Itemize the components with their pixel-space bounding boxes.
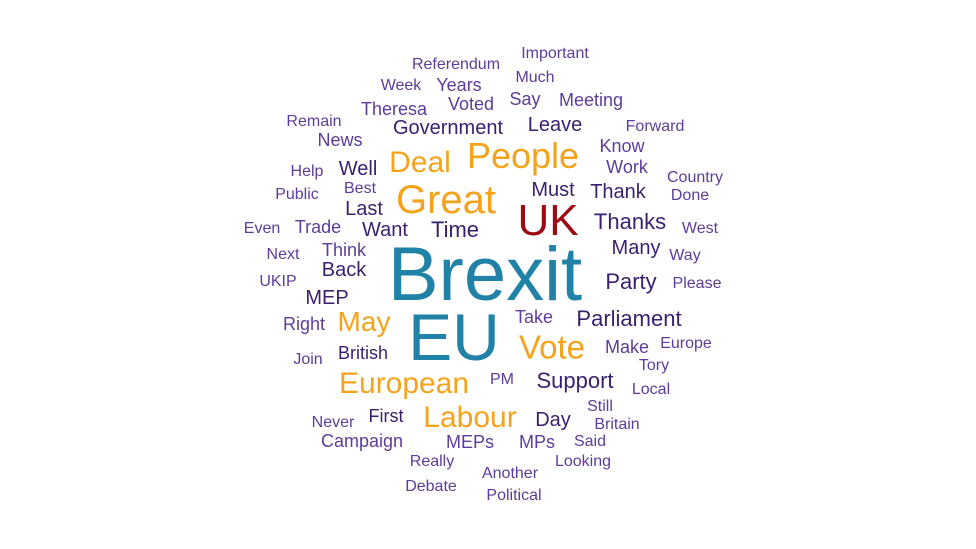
- word-people: People: [466, 135, 580, 176]
- word-important: Important: [521, 45, 589, 62]
- word-may: May: [337, 306, 391, 337]
- word-time: Time: [430, 217, 480, 242]
- word-public: Public: [275, 186, 319, 203]
- word-first: First: [368, 406, 404, 426]
- word-country: Country: [666, 169, 724, 186]
- word-europe: Europe: [660, 335, 712, 352]
- word-government: Government: [392, 117, 504, 139]
- word-pm: PM: [490, 371, 514, 388]
- word-uk: UK: [517, 196, 579, 245]
- word-great: Great: [395, 178, 497, 222]
- word-ukip: UKIP: [259, 273, 297, 290]
- word-campaign: Campaign: [320, 431, 404, 451]
- word-think: Think: [321, 240, 367, 260]
- word-support: Support: [536, 368, 614, 393]
- word-please: Please: [672, 275, 722, 292]
- word-next: Next: [266, 246, 300, 263]
- word-join: Join: [293, 351, 323, 368]
- word-parliament: Parliament: [576, 306, 682, 331]
- word-mps: MPs: [519, 432, 555, 452]
- word-voted: Voted: [447, 94, 495, 114]
- word-party: Party: [605, 269, 657, 294]
- word-leave: Leave: [527, 114, 583, 136]
- word-brexit: Brexit: [387, 232, 583, 317]
- word-many: Many: [611, 237, 661, 259]
- word-referendum: Referendum: [411, 56, 501, 73]
- word-even: Even: [243, 220, 281, 237]
- word-right: Right: [282, 314, 326, 334]
- word-mep: MEP: [305, 287, 349, 309]
- word-still: Still: [587, 398, 613, 415]
- word-political: Political: [486, 487, 542, 504]
- word-eu: EU: [408, 300, 500, 374]
- word-work: Work: [606, 157, 648, 177]
- word-way: Way: [669, 247, 701, 264]
- word-back: Back: [321, 259, 367, 281]
- word-much: Much: [515, 69, 555, 86]
- word-done: Done: [670, 187, 710, 204]
- word-years: Years: [436, 75, 482, 95]
- word-debate: Debate: [405, 478, 457, 495]
- word-want: Want: [362, 219, 408, 241]
- word-thanks: Thanks: [593, 209, 667, 234]
- word-last: Last: [345, 198, 383, 220]
- word-news: News: [317, 130, 363, 150]
- word-day: Day: [535, 409, 571, 431]
- word-british: British: [337, 343, 389, 363]
- word-meps: MEPs: [445, 432, 495, 452]
- word-make: Make: [604, 337, 650, 357]
- word-labour: Labour: [423, 401, 517, 434]
- word-deal: Deal: [389, 146, 451, 179]
- word-looking: Looking: [554, 453, 612, 470]
- word-west: West: [681, 220, 719, 237]
- word-meeting: Meeting: [558, 90, 624, 110]
- word-know: Know: [599, 136, 645, 156]
- word-said: Said: [573, 433, 607, 450]
- word-local: Local: [631, 381, 671, 398]
- word-theresa: Theresa: [360, 99, 428, 119]
- word-another: Another: [481, 465, 539, 482]
- word-european: European: [338, 367, 470, 400]
- word-forward: Forward: [625, 118, 685, 135]
- word-take: Take: [514, 307, 554, 327]
- word-help: Help: [290, 163, 324, 180]
- word-best: Best: [343, 180, 377, 197]
- word-tory: Tory: [638, 357, 670, 374]
- word-never: Never: [311, 414, 355, 431]
- word-well: Well: [338, 158, 378, 180]
- word-must: Must: [531, 179, 575, 201]
- word-say: Say: [509, 89, 541, 109]
- word-week: Week: [380, 77, 422, 94]
- word-trade: Trade: [294, 217, 342, 237]
- word-remain: Remain: [286, 113, 342, 130]
- word-vote: Vote: [518, 328, 586, 366]
- word-britain: Britain: [594, 416, 640, 433]
- word-really: Really: [409, 453, 455, 470]
- word-thank: Thank: [590, 181, 646, 203]
